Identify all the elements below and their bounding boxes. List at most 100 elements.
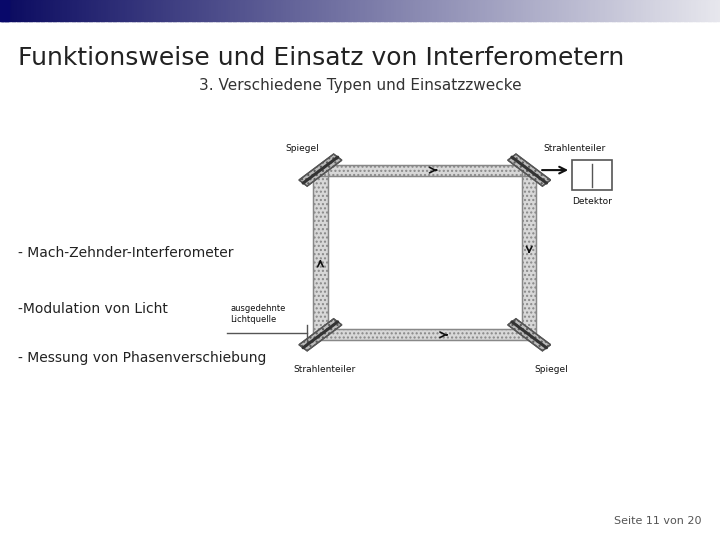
Bar bbox=[415, 0, 418, 21]
Bar bbox=[571, 0, 575, 21]
Bar bbox=[576, 0, 579, 21]
Bar bbox=[581, 0, 584, 21]
Bar bbox=[149, 0, 152, 21]
Bar bbox=[531, 0, 534, 21]
Bar bbox=[504, 0, 507, 21]
Bar bbox=[211, 0, 215, 21]
Bar bbox=[142, 0, 145, 21]
Bar bbox=[130, 0, 132, 21]
Bar bbox=[502, 0, 505, 21]
Bar bbox=[598, 0, 600, 21]
Bar bbox=[506, 0, 510, 21]
Bar bbox=[137, 0, 140, 21]
Bar bbox=[307, 0, 310, 21]
Bar bbox=[389, 0, 392, 21]
Bar bbox=[89, 0, 92, 21]
Bar bbox=[547, 0, 550, 21]
Bar bbox=[67, 0, 71, 21]
Bar bbox=[557, 0, 560, 21]
Bar bbox=[653, 0, 656, 21]
Bar bbox=[77, 0, 80, 21]
Bar bbox=[113, 0, 116, 21]
Bar bbox=[216, 0, 219, 21]
Bar bbox=[7, 0, 10, 21]
Text: -Modulation von Licht: -Modulation von Licht bbox=[18, 302, 168, 316]
Bar bbox=[355, 0, 359, 21]
Bar bbox=[290, 0, 294, 21]
Polygon shape bbox=[299, 154, 342, 186]
Bar bbox=[338, 0, 341, 21]
Bar bbox=[353, 0, 356, 21]
Bar bbox=[55, 0, 58, 21]
Bar bbox=[391, 0, 395, 21]
Polygon shape bbox=[522, 170, 536, 335]
Bar bbox=[214, 0, 217, 21]
Bar bbox=[254, 0, 258, 21]
Bar bbox=[624, 0, 627, 21]
Bar bbox=[132, 0, 135, 21]
Bar bbox=[288, 0, 291, 21]
Bar bbox=[144, 0, 147, 21]
Bar bbox=[564, 0, 567, 21]
Bar bbox=[199, 0, 202, 21]
Bar bbox=[269, 0, 272, 21]
Bar bbox=[588, 0, 591, 21]
Bar bbox=[612, 0, 615, 21]
Bar bbox=[427, 0, 431, 21]
Bar bbox=[65, 0, 68, 21]
Bar bbox=[180, 0, 183, 21]
Bar bbox=[562, 0, 564, 21]
Bar bbox=[125, 0, 128, 21]
Bar bbox=[0, 0, 9, 21]
Bar bbox=[209, 0, 212, 21]
Bar bbox=[319, 0, 323, 21]
Bar bbox=[670, 0, 672, 21]
Bar bbox=[36, 0, 39, 21]
Bar bbox=[369, 0, 373, 21]
Bar bbox=[495, 0, 498, 21]
Bar bbox=[96, 0, 99, 21]
Bar bbox=[394, 0, 397, 21]
Bar bbox=[276, 0, 279, 21]
Bar bbox=[101, 0, 104, 21]
Bar bbox=[367, 0, 370, 21]
Bar bbox=[641, 0, 644, 21]
Bar bbox=[295, 0, 298, 21]
Bar bbox=[569, 0, 572, 21]
Bar bbox=[279, 0, 282, 21]
Bar bbox=[542, 0, 546, 21]
Bar bbox=[518, 0, 521, 21]
Bar bbox=[492, 0, 495, 21]
Bar bbox=[286, 0, 289, 21]
Bar bbox=[103, 0, 107, 21]
Bar bbox=[168, 0, 171, 21]
Bar bbox=[405, 0, 409, 21]
Bar bbox=[574, 0, 577, 21]
Bar bbox=[106, 0, 109, 21]
Bar bbox=[41, 0, 44, 21]
Bar bbox=[657, 0, 661, 21]
Bar bbox=[470, 0, 474, 21]
Bar bbox=[317, 0, 320, 21]
Bar bbox=[204, 0, 207, 21]
Bar bbox=[324, 0, 327, 21]
Bar bbox=[549, 0, 553, 21]
Bar bbox=[585, 0, 589, 21]
Bar bbox=[693, 0, 697, 21]
Bar bbox=[146, 0, 150, 21]
Polygon shape bbox=[508, 319, 551, 351]
Bar bbox=[377, 0, 380, 21]
Bar bbox=[175, 0, 179, 21]
Bar bbox=[163, 0, 166, 21]
Bar bbox=[631, 0, 634, 21]
Bar bbox=[639, 0, 642, 21]
Bar bbox=[202, 0, 204, 21]
Bar bbox=[617, 0, 620, 21]
Bar bbox=[708, 0, 711, 21]
Bar bbox=[662, 0, 665, 21]
Bar bbox=[379, 0, 382, 21]
Bar bbox=[17, 0, 20, 21]
Bar bbox=[675, 0, 678, 21]
Polygon shape bbox=[313, 170, 328, 335]
Bar bbox=[475, 0, 478, 21]
